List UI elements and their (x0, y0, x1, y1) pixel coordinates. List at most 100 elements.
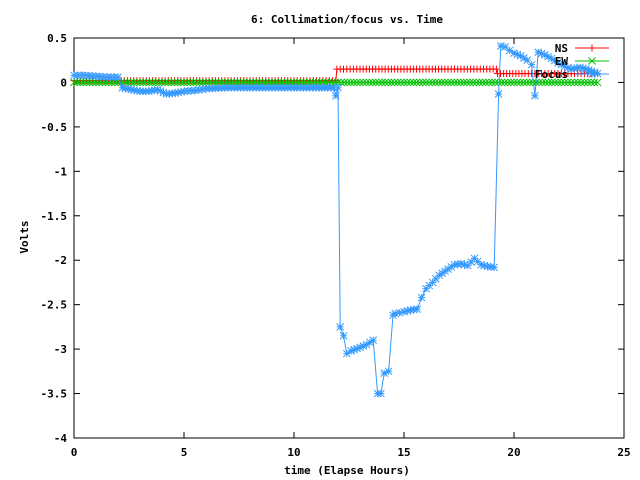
data-point (406, 78, 415, 87)
data-point (481, 78, 490, 87)
data-point (541, 78, 550, 87)
data-point (583, 78, 592, 87)
data-point (139, 78, 147, 87)
data-point (491, 78, 499, 87)
data-point (192, 78, 201, 87)
data-point (393, 78, 402, 87)
data-point (573, 78, 582, 87)
data-point (554, 78, 562, 87)
data-point (171, 89, 180, 97)
y-tick-label: -4 (54, 432, 68, 445)
data-point (136, 78, 144, 87)
data-point (142, 78, 151, 87)
data-point (531, 91, 539, 100)
data-point (590, 78, 599, 87)
data-point (490, 263, 499, 272)
data-point (403, 78, 411, 87)
data-point (70, 71, 78, 80)
data-point (422, 78, 430, 87)
data-point (538, 78, 547, 87)
data-point (431, 78, 440, 87)
x-tick-label: 15 (397, 446, 410, 459)
y-tick-label: 0 (60, 76, 67, 89)
y-tick-label: -2.5 (41, 299, 68, 312)
data-point (343, 78, 352, 87)
data-point (170, 78, 179, 87)
data-point (527, 60, 536, 69)
data-point (129, 78, 138, 87)
data-point (567, 78, 576, 87)
data-point (356, 78, 364, 87)
data-point (77, 71, 86, 80)
data-point (106, 73, 115, 81)
data-point (453, 78, 462, 87)
y-tick-label: -0.5 (41, 121, 68, 134)
data-point (544, 78, 553, 87)
data-point (180, 78, 188, 87)
x-tick-label: 10 (287, 446, 300, 459)
data-point (428, 78, 437, 87)
data-point (593, 78, 602, 87)
data-point (437, 78, 446, 87)
y-tick-label: -1.5 (41, 210, 68, 223)
data-point (510, 78, 518, 87)
data-point (208, 78, 217, 87)
data-point (415, 78, 424, 87)
data-point (177, 78, 185, 87)
data-point (334, 83, 342, 92)
data-point (378, 78, 386, 87)
legend-entry: NS (555, 42, 609, 55)
data-point (525, 78, 534, 87)
data-point (412, 78, 421, 87)
x-tick-label: 20 (507, 446, 520, 459)
data-point (92, 78, 100, 87)
y-axis-label: Volts (18, 220, 31, 253)
data-point (466, 78, 474, 87)
data-point (513, 78, 521, 87)
data-point (564, 78, 572, 87)
data-point (447, 78, 455, 87)
data-point (211, 78, 220, 87)
data-point (409, 78, 418, 87)
data-point (205, 78, 213, 87)
y-tick-label: -3.5 (41, 388, 68, 401)
data-point (85, 78, 94, 87)
chart-title: 6: Collimation/focus vs. Time (251, 13, 443, 26)
data-point (503, 78, 512, 87)
legend-label: EW (555, 55, 569, 68)
data-point (516, 78, 525, 87)
data-point (365, 78, 374, 87)
axis-ticks: 0 5 10 15 20 25 0.5 0 -0.5 -1 -1.5 -2 -2.5 -3 -3.5 -4 (41, 32, 631, 459)
data-point (441, 78, 449, 87)
data-point (570, 78, 579, 87)
data-point (70, 78, 78, 87)
data-point (387, 78, 396, 87)
data-point (419, 78, 427, 87)
data-point (221, 78, 229, 87)
data-point (485, 78, 493, 87)
data-point (148, 78, 157, 87)
data-point (198, 85, 207, 94)
data-point (529, 78, 537, 87)
data-point (413, 305, 422, 313)
data-point (156, 87, 165, 95)
data-point (79, 78, 88, 87)
data-point (377, 389, 385, 398)
data-point (167, 78, 176, 87)
data-point (73, 78, 81, 87)
data-point (390, 78, 399, 87)
data-point (417, 293, 426, 302)
data-point (217, 78, 226, 87)
data-point (434, 78, 443, 87)
data-point (492, 65, 500, 73)
data-point (384, 367, 393, 376)
data-point (588, 70, 596, 78)
y-tick-label: -2 (54, 254, 67, 267)
data-point (164, 78, 173, 87)
data-point (557, 78, 566, 87)
x-tick-label: 5 (181, 446, 188, 459)
data-point (400, 78, 408, 87)
data-point (501, 43, 510, 51)
data-point (381, 78, 389, 87)
data-point (463, 78, 471, 87)
